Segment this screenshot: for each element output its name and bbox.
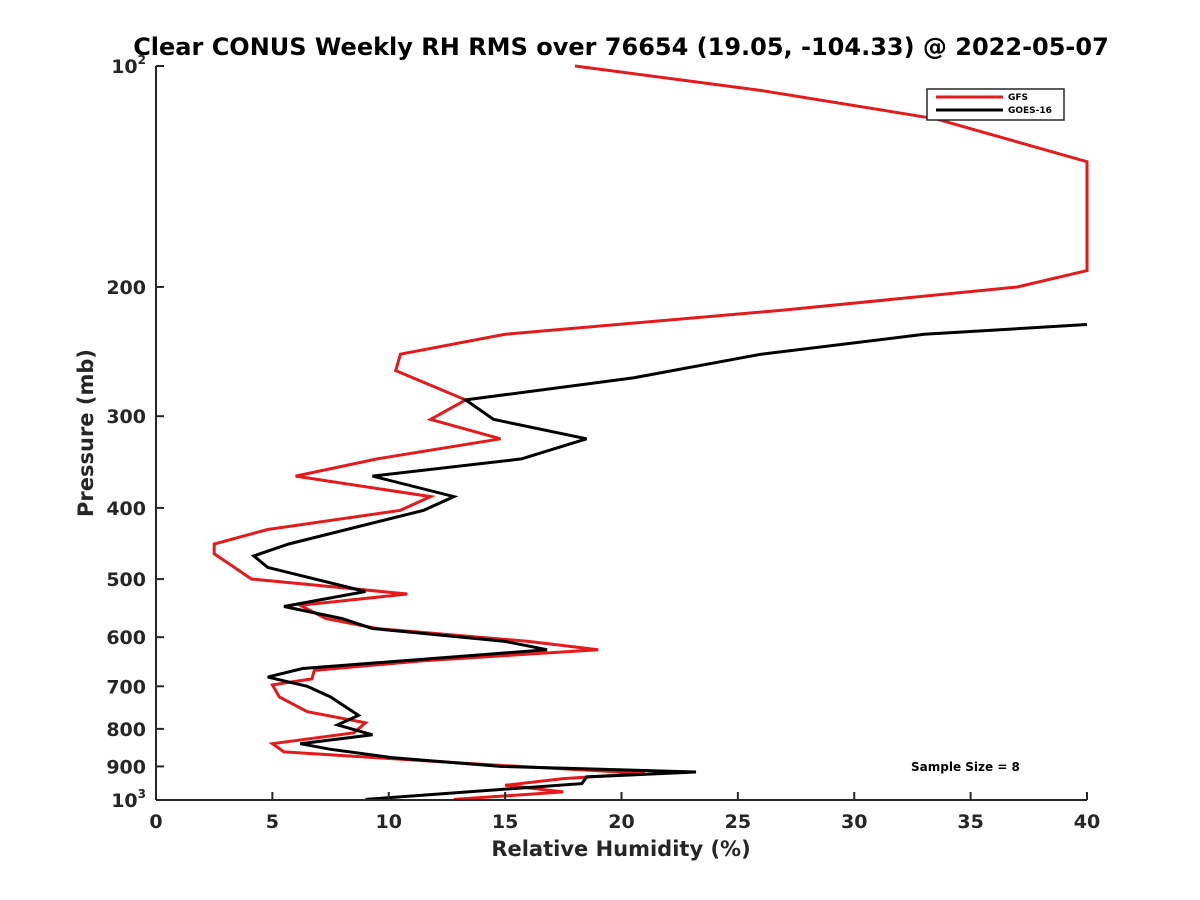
y-tick-label: 700: [106, 676, 146, 698]
y-axis-label: Pressure (mb): [74, 349, 98, 517]
y-tick-label: 300: [106, 406, 146, 428]
series-line-gfs: [212, 64, 1089, 801]
y-tick-label: 400: [106, 498, 146, 520]
y-tick-label: 500: [106, 569, 146, 591]
series-line-goes-16: [250, 323, 1088, 801]
legend: GFS GOES-16: [926, 88, 1065, 121]
y-tick-label: 900: [106, 756, 146, 778]
y-tick-label: 102: [111, 53, 146, 78]
legend-label-gfs: GFS: [1008, 93, 1028, 103]
x-tick-label: 20: [608, 811, 634, 833]
x-tick-label: 0: [149, 811, 162, 833]
x-axis-label: Relative Humidity (%): [491, 837, 750, 861]
x-tick-label: 5: [266, 811, 279, 833]
x-ticks: 0 5 10 15 20 25 30 35 40: [149, 792, 1100, 833]
sample-size-annotation: Sample Size = 8: [911, 760, 1020, 774]
x-tick-label: 40: [1074, 811, 1100, 833]
legend-label-goes16: GOES-16: [1008, 106, 1052, 116]
x-tick-label: 25: [725, 811, 751, 833]
legend-box: [926, 88, 1065, 121]
series-layer: [212, 64, 1089, 801]
y-tick-label: 600: [106, 627, 146, 649]
y-ticks: 102 200 300 400 500 600 700 800 900 103: [106, 53, 164, 812]
y-tick-label: 200: [106, 277, 146, 299]
y-tick-label: 103: [111, 787, 146, 812]
y-tick-label: 800: [106, 719, 146, 741]
x-tick-label: 35: [957, 811, 983, 833]
x-tick-label: 15: [492, 811, 518, 833]
axes-layer: [155, 66, 1087, 801]
x-tick-label: 10: [376, 811, 402, 833]
x-tick-label: 30: [841, 811, 867, 833]
chart-title: Clear CONUS Weekly RH RMS over 76654 (19…: [133, 33, 1109, 61]
